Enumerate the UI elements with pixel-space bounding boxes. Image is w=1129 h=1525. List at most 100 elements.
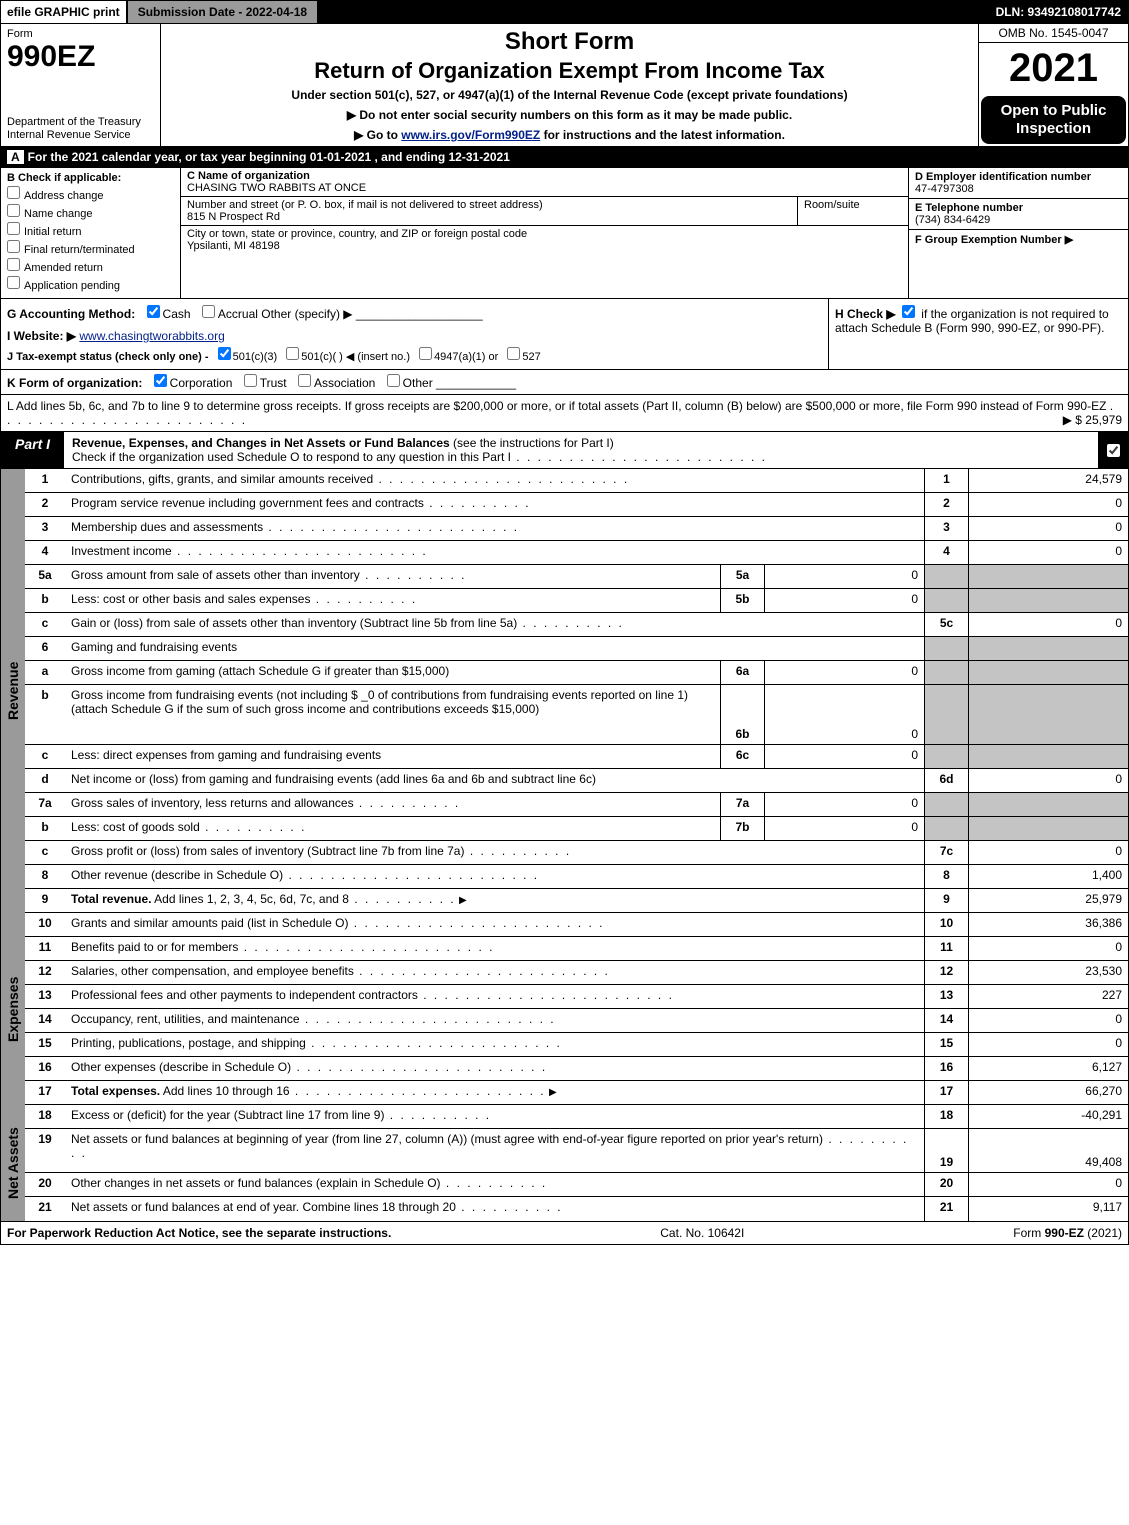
row-a-tax-year: AFor the 2021 calendar year, or tax year… [0,147,1129,168]
chk-schedule-o[interactable] [1107,444,1120,457]
i-website: I Website: ▶ www.chasingtworabbits.org [7,329,822,343]
amt-15: 0 [968,1033,1128,1056]
amt-10: 36,386 [968,913,1128,936]
line-5b: bLess: cost or other basis and sales exp… [25,589,1128,613]
chk-4947[interactable] [419,347,432,360]
line-15: 15Printing, publications, postage, and s… [25,1033,1128,1057]
chk-amended-return[interactable] [7,258,20,271]
b-header: Check if applicable: [18,172,121,184]
chk-501c3[interactable] [218,347,231,360]
line-6: 6Gaming and fundraising events [25,637,1128,661]
header-right: OMB No. 1545-0047 2021 Open to Public In… [978,24,1128,146]
line-18: 18Excess or (deficit) for the year (Subt… [25,1105,1128,1129]
chk-trust[interactable] [244,374,257,387]
website-link[interactable]: www.chasingtworabbits.org [79,329,224,343]
line-2: 2Program service revenue including gover… [25,493,1128,517]
chk-other-org[interactable] [387,374,400,387]
chk-corporation[interactable] [154,374,167,387]
amt-19: 49,408 [968,1129,1128,1172]
paperwork-notice: For Paperwork Reduction Act Notice, see … [7,1226,391,1240]
chk-application-pending[interactable] [7,276,20,289]
expenses-grid: Expenses 10Grants and similar amounts pa… [0,913,1129,1105]
part1-header: Part I Revenue, Expenses, and Changes in… [0,432,1129,469]
line-7b: bLess: cost of goods sold7b0 [25,817,1128,841]
open-to-public-badge: Open to Public Inspection [981,96,1126,144]
short-form-title: Short Form [169,28,970,56]
line-21: 21Net assets or fund balances at end of … [25,1197,1128,1221]
c-name-label: C Name of organization [187,170,310,182]
part1-tab: Part I [1,432,64,468]
tel-label: E Telephone number [915,202,1023,214]
catalog-number: Cat. No. 10642I [660,1226,744,1240]
group-exemption-label: F Group Exemption Number ▶ [915,234,1073,246]
return-title: Return of Organization Exempt From Incom… [169,58,970,84]
line-6d: dNet income or (loss) from gaming and fu… [25,769,1128,793]
efile-print-button[interactable]: efile GRAPHIC print [0,0,127,24]
revenue-grid: Revenue 1Contributions, gifts, grants, a… [0,469,1129,913]
row-a-text: For the 2021 calendar year, or tax year … [28,150,510,164]
sval-7b: 0 [764,817,924,840]
side-label-expenses: Expenses [1,913,25,1105]
goto-line: ▶ Go to www.irs.gov/Form990EZ for instru… [169,128,970,142]
col-def: D Employer identification number 47-4797… [908,168,1128,298]
amt-16: 6,127 [968,1057,1128,1080]
chk-address-change[interactable] [7,186,20,199]
side-label-netassets: Net Assets [1,1105,25,1221]
amt-21: 9,117 [968,1197,1128,1221]
amt-11: 0 [968,937,1128,960]
amt-2: 0 [968,493,1128,516]
line-12: 12Salaries, other compensation, and empl… [25,961,1128,985]
line-5a: 5aGross amount from sale of assets other… [25,565,1128,589]
chk-501c[interactable] [286,347,299,360]
line-10: 10Grants and similar amounts paid (list … [25,913,1128,937]
amt-18: -40,291 [968,1105,1128,1128]
line-9: 9Total revenue. Add lines 1, 2, 3, 4, 5c… [25,889,1128,913]
room-suite-label: Room/suite [798,197,908,225]
chk-final-return[interactable] [7,240,20,253]
chk-name-change[interactable] [7,204,20,217]
line-8: 8Other revenue (describe in Schedule O)8… [25,865,1128,889]
amt-5c: 0 [968,613,1128,636]
chk-527[interactable] [507,347,520,360]
line-5c: cGain or (loss) from sale of assets othe… [25,613,1128,637]
line-4: 4Investment income40 [25,541,1128,565]
line-7a: 7aGross sales of inventory, less returns… [25,793,1128,817]
form-number: 990EZ [7,40,154,74]
city-state-zip: Ypsilanti, MI 48198 [187,240,280,252]
header-center: Short Form Return of Organization Exempt… [161,24,978,146]
page-footer: For Paperwork Reduction Act Notice, see … [0,1222,1129,1245]
top-bar: efile GRAPHIC print Submission Date - 20… [0,0,1129,24]
omb-number: OMB No. 1545-0047 [979,24,1128,43]
amt-6d: 0 [968,769,1128,792]
chk-initial-return[interactable] [7,222,20,235]
amt-13: 227 [968,985,1128,1008]
org-name: CHASING TWO RABBITS AT ONCE [187,182,366,194]
line-17: 17Total expenses. Add lines 10 through 1… [25,1081,1128,1105]
ein-label: D Employer identification number [915,171,1091,183]
irs-link[interactable]: www.irs.gov/Form990EZ [401,128,540,142]
col-c-org-info: C Name of organization CHASING TWO RABBI… [181,168,908,298]
street-label: Number and street (or P. O. box, if mail… [187,199,543,211]
sval-6a: 0 [764,661,924,684]
g-accounting-method: G Accounting Method: Cash Accrual Other … [7,305,822,321]
chk-association[interactable] [298,374,311,387]
ein-value: 47-4797308 [915,183,974,195]
sval-6b: 0 [764,685,924,744]
city-label: City or town, state or province, country… [187,228,527,240]
l-gross-receipts: L Add lines 5b, 6c, and 7b to line 9 to … [0,395,1129,432]
chk-accrual[interactable] [202,305,215,318]
line-13: 13Professional fees and other payments t… [25,985,1128,1009]
j-tax-exempt: J Tax-exempt status (check only one) - 5… [7,347,822,363]
line-3: 3Membership dues and assessments30 [25,517,1128,541]
sval-6c: 0 [764,745,924,768]
line-1: 1Contributions, gifts, grants, and simil… [25,469,1128,493]
line-14: 14Occupancy, rent, utilities, and mainte… [25,1009,1128,1033]
header-left: Form 990EZ Department of the Treasury In… [1,24,161,146]
chk-cash[interactable] [147,305,160,318]
amt-9: 25,979 [968,889,1128,912]
amt-12: 23,530 [968,961,1128,984]
side-label-revenue: Revenue [1,469,25,913]
h-check: H Check ▶ if the organization is not req… [828,299,1128,369]
amt-1: 24,579 [968,469,1128,492]
chk-h[interactable] [902,305,915,318]
